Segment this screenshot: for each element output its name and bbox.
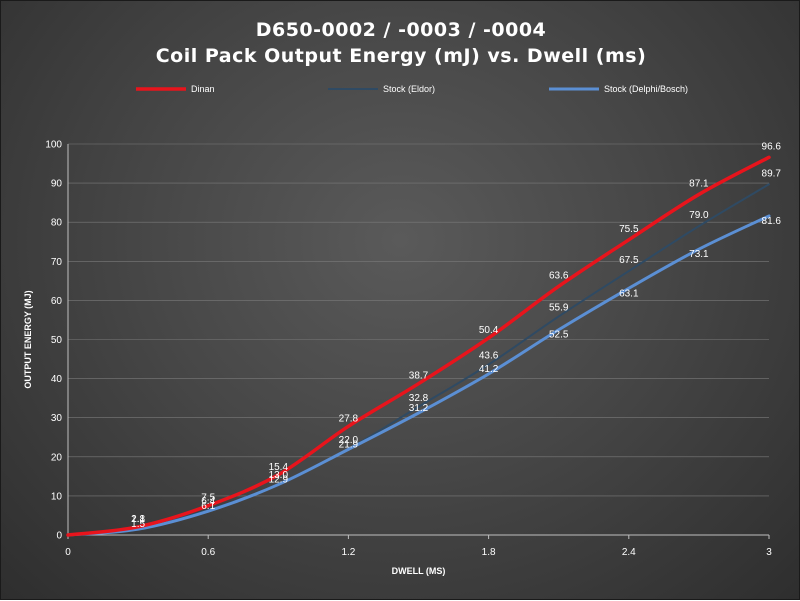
- chart-title-line1: D650-0002 / -0003 / -0004: [255, 19, 547, 41]
- data-label-stock-delphi-bosch: 41.2: [479, 364, 499, 375]
- data-label-stock-delphi-bosch: 73.1: [689, 249, 709, 260]
- y-tick-label: 80: [51, 218, 63, 229]
- data-label-stock-delphi-bosch: 63.1: [619, 288, 639, 299]
- data-label-stock-eldor: 22.0: [339, 435, 359, 446]
- legend-label-stock-eldor: Stock (Eldor): [383, 84, 435, 94]
- data-label-stock-delphi-bosch: 12.9: [269, 475, 289, 486]
- data-label-dinan: 27.8: [339, 413, 359, 424]
- series-line-stock-delphi-bosch: [66, 214, 771, 537]
- data-label-stock-eldor: 6.4: [201, 496, 215, 507]
- x-tick-label: 0: [65, 547, 71, 558]
- y-tick-label: 50: [51, 335, 63, 346]
- legend-label-stock-delphi-bosch: Stock (Delphi/Bosch): [604, 84, 688, 94]
- data-label-stock-eldor: 89.7: [762, 168, 782, 179]
- x-tick-label: 2.4: [622, 547, 636, 558]
- y-tick-label: 100: [45, 140, 62, 151]
- data-label-dinan: 75.5: [619, 224, 639, 235]
- y-tick-label: 20: [51, 452, 63, 463]
- series-line-stock-eldor: [67, 183, 770, 536]
- x-axis-title: DWELL (MS): [392, 566, 446, 576]
- data-label-dinan: 2.1: [131, 514, 145, 525]
- data-label-stock-eldor: 13.0: [269, 470, 289, 481]
- x-tick-label: 1.8: [482, 547, 496, 558]
- data-label-dinan: 87.1: [689, 178, 709, 189]
- data-label-dinan: 50.4: [479, 325, 499, 336]
- chart-title-line2: Coil Pack Output Energy (mJ) vs. Dwell (…: [155, 45, 647, 67]
- y-tick-label: 60: [51, 296, 63, 307]
- data-label-stock-eldor: 1.8: [131, 514, 145, 525]
- data-label-stock-delphi-bosch: 81.6: [762, 216, 782, 227]
- data-label-stock-delphi-bosch: 21.9: [339, 439, 359, 450]
- data-label-dinan: 38.7: [409, 371, 429, 382]
- data-label-dinan: 15.4: [269, 462, 289, 473]
- y-tick-label: 0: [56, 531, 62, 542]
- y-tick-label: 70: [51, 257, 63, 268]
- data-label-stock-eldor: 67.5: [619, 255, 639, 266]
- data-label-stock-eldor: 43.6: [479, 351, 499, 362]
- data-label-stock-eldor: 55.9: [549, 302, 569, 313]
- x-tick-label: 0.6: [201, 547, 215, 558]
- data-label-stock-eldor: 79.0: [689, 210, 709, 221]
- y-tick-label: 90: [51, 179, 63, 190]
- data-label-stock-delphi-bosch: 6.1: [201, 501, 215, 512]
- data-label-dinan: 63.6: [549, 270, 569, 281]
- data-label-stock-delphi-bosch: 1.5: [131, 519, 145, 530]
- data-label-dinan: 96.6: [762, 141, 782, 152]
- y-tick-label: 30: [51, 413, 63, 424]
- x-tick-label: 3: [766, 547, 772, 558]
- legend-label-dinan: Dinan: [191, 84, 215, 94]
- y-tick-label: 10: [51, 491, 63, 502]
- data-label-stock-delphi-bosch: 31.2: [409, 403, 429, 414]
- y-axis-title: OUTPUT ENERGY (MJ): [23, 290, 33, 388]
- y-tick-label: 40: [51, 374, 63, 385]
- data-label-stock-delphi-bosch: 52.5: [549, 330, 569, 341]
- data-label-dinan: 7.5: [201, 493, 215, 504]
- series-line-dinan: [66, 155, 771, 537]
- x-tick-label: 1.2: [341, 547, 355, 558]
- data-label-stock-eldor: 32.8: [409, 393, 429, 404]
